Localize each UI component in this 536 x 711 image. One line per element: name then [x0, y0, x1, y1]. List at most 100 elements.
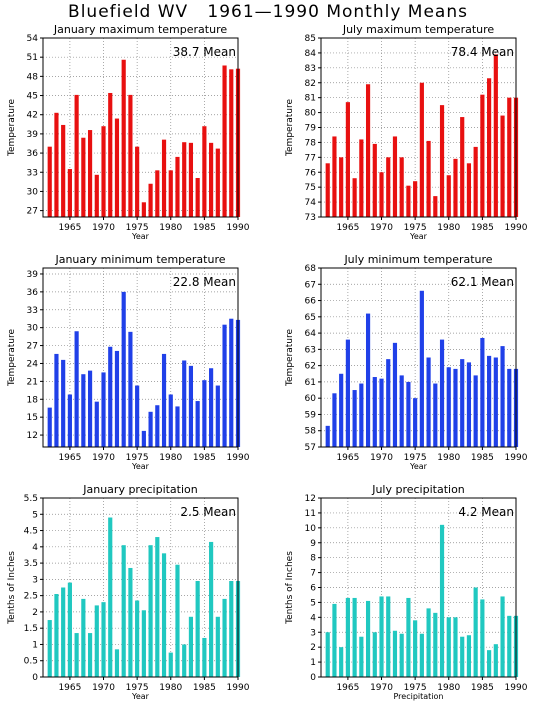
y-tick-label: 60: [305, 394, 317, 404]
chart-jul-max-temp: July maximum temperature 73 74 75 76 77 78 79 80…: [278, 20, 536, 250]
page-title: Bluefield WV 1961—1990 Monthly Means: [68, 2, 468, 22]
bar: [426, 140, 431, 217]
bar: [195, 401, 200, 447]
bar: [386, 596, 391, 677]
bar: [155, 170, 160, 217]
mean-annotation: 2.5 Mean: [180, 505, 236, 519]
bar: [359, 383, 364, 447]
y-tick-label: 36: [27, 288, 39, 298]
bar: [392, 630, 398, 677]
bar: [332, 136, 337, 217]
bar: [507, 615, 512, 677]
bar: [487, 355, 492, 447]
bar: [332, 393, 337, 447]
y-tick-label: 27: [27, 207, 38, 217]
bar: [54, 353, 59, 447]
bar: [215, 148, 220, 217]
chart-jul-precip: July precipitation 0 1 2 3 4 5 6 7 8 9 10 11 12 1965 19…: [278, 480, 536, 710]
bar: [325, 425, 330, 447]
x-axis-label: Year: [131, 232, 150, 241]
bar: [379, 378, 384, 447]
bar: [67, 169, 72, 217]
x-tick-label: 1970: [92, 453, 115, 463]
bar: [365, 600, 371, 677]
y-tick-label: 73: [305, 213, 316, 223]
y-tick-label: 2: [32, 608, 38, 618]
y-axis-label: Tenths of Inches: [285, 551, 295, 625]
y-tick-label: 39: [27, 130, 39, 140]
bar: [325, 632, 330, 677]
bar: [372, 143, 377, 217]
y-tick-label: 77: [305, 153, 316, 163]
bar: [175, 564, 180, 677]
bar: [229, 318, 234, 447]
bar: [487, 78, 492, 218]
y-tick-label: 48: [27, 72, 39, 82]
bar: [168, 170, 173, 217]
y-tick-label: 15: [27, 413, 38, 423]
bar: [419, 290, 424, 447]
bar: [128, 331, 133, 447]
x-tick-label: 1965: [336, 453, 359, 463]
plot-frame: [42, 267, 239, 448]
bar: [47, 146, 52, 217]
bar: [229, 580, 234, 677]
bar: [168, 394, 173, 447]
bar: [460, 636, 465, 677]
x-tick-label: 1980: [159, 453, 182, 463]
bar: [480, 599, 485, 677]
bar: [67, 394, 72, 447]
bar: [446, 367, 451, 447]
y-tick-label: 83: [305, 64, 316, 74]
mean-annotation: 38.7 Mean: [173, 45, 236, 59]
y-tick-label: 2.5: [24, 592, 38, 602]
bar: [392, 136, 398, 217]
y-tick-label: 64: [305, 329, 317, 339]
bar: [500, 115, 505, 217]
bar: [406, 381, 411, 447]
bar: [175, 406, 180, 447]
bar: [108, 517, 113, 677]
bar: [439, 339, 445, 447]
bar: [141, 202, 146, 217]
y-tick-label: 67: [305, 280, 316, 290]
bar: [473, 587, 478, 677]
y-tick-label: 5: [310, 598, 316, 608]
x-tick-label: 1965: [336, 223, 359, 233]
x-tick-label: 1965: [58, 683, 81, 693]
bar: [453, 617, 458, 677]
bar: [345, 597, 350, 677]
y-tick-label: 36: [27, 149, 39, 159]
bar: [87, 370, 93, 447]
y-tick-label: 3: [32, 575, 38, 585]
bar: [74, 94, 79, 217]
bar: [480, 94, 485, 217]
plot-frame: [42, 37, 239, 218]
y-tick-label: 76: [305, 168, 317, 178]
bar: [480, 337, 485, 447]
bar: [161, 553, 167, 677]
bar: [168, 652, 173, 677]
bar: [493, 357, 498, 447]
x-tick-label: 1990: [505, 453, 528, 463]
y-tick-label: 59: [305, 410, 317, 420]
x-tick-label: 1970: [370, 453, 393, 463]
bar: [473, 375, 478, 447]
bar: [365, 313, 371, 447]
bar: [94, 174, 99, 217]
bar: [209, 142, 214, 217]
y-tick-label: 58: [305, 427, 317, 437]
bar: [379, 172, 384, 217]
bar: [446, 175, 451, 217]
x-tick-label: 1980: [437, 453, 460, 463]
bar: [81, 598, 86, 677]
x-axis-label: Year: [131, 462, 150, 471]
bar: [433, 383, 438, 447]
y-tick-label: 0: [310, 673, 316, 683]
y-axis-label: Temperature: [7, 99, 17, 157]
y-tick-label: 0: [32, 673, 38, 683]
x-tick-label: 1970: [370, 683, 393, 693]
bar: [345, 102, 350, 217]
bar: [188, 365, 194, 447]
x-tick-label: 1975: [126, 223, 149, 233]
